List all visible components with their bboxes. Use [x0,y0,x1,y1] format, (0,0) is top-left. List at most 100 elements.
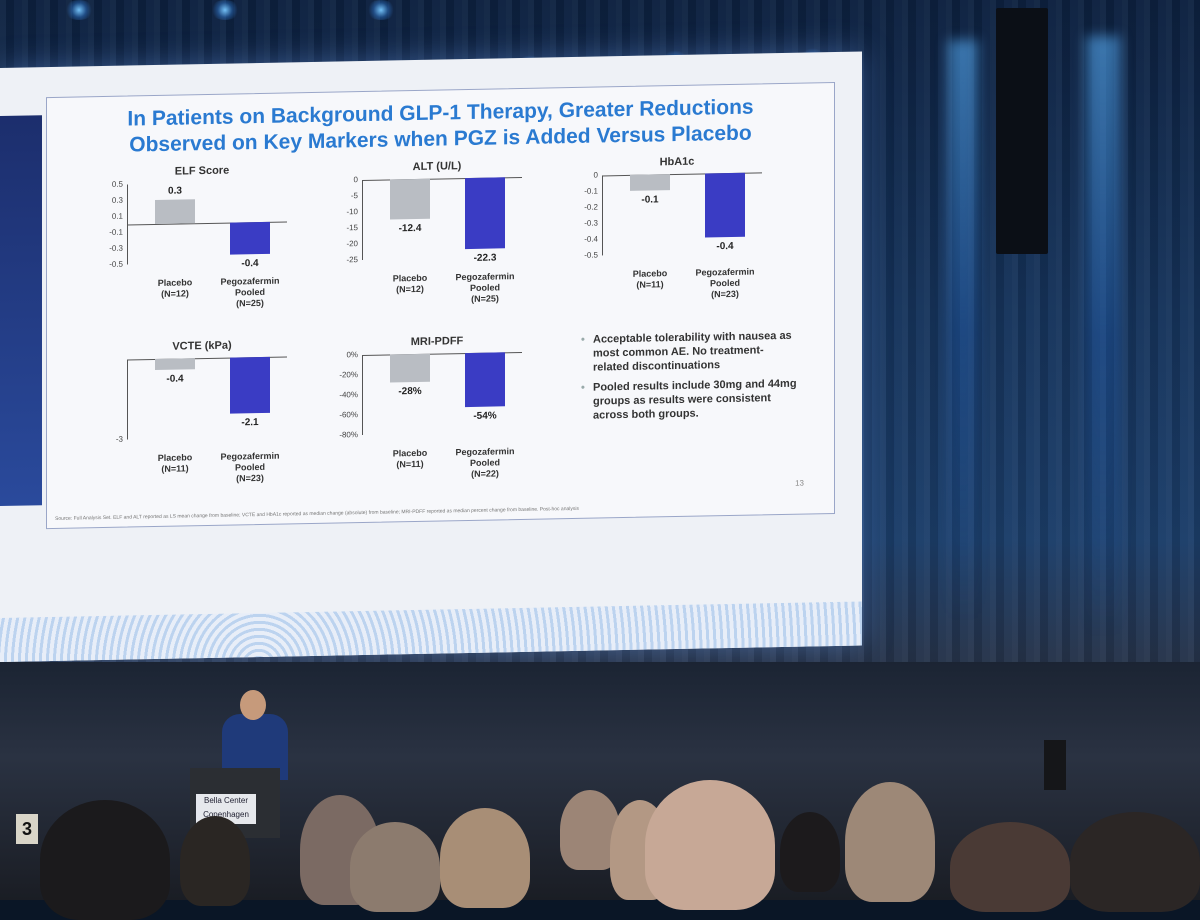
data-label: -0.4 [716,240,734,253]
placebo-bar [390,353,430,383]
y-tick-label: -60% [339,410,358,420]
bullet-item: • Acceptable tolerability with nausea as … [579,329,799,375]
y-tick-label: -15 [346,223,358,233]
pegozafermin-bar [230,356,270,414]
slide-frame: In Patients on Background GLP-1 Therapy,… [46,81,835,530]
x-category-label: Placebo (N=11) [632,268,668,290]
data-label: -0.4 [241,258,259,270]
data-label: -0.1 [641,194,659,206]
chart-title: MRI-PDFF [410,335,464,349]
y-tick-label: 0.1 [111,211,123,221]
y-tick-label: -5 [350,191,358,201]
bullet-dot-icon: • [581,381,585,394]
hba1c-chart: HbA1c 0 -0.1 -0.2 -0.3 -0.4 -0.5 -0.1 Placebo (N=… [562,154,792,318]
speaker-box [996,8,1048,254]
pegozafermin-bar [465,352,505,408]
audience-head [440,808,530,908]
bullet-text: Acceptable tolerability with nausea as m… [593,329,792,374]
source-footnote: Source: Full Analysis Set. ELF and ALT r… [55,505,579,522]
y-tick-label: 0 [353,175,358,185]
presenter [222,690,288,780]
y-tick-label: 0.5 [111,179,123,189]
bullet-text: Pooled results include 30mg and 44mg gro… [593,377,797,422]
y-tick-label: -10 [346,207,358,217]
y-tick-label: -80% [339,430,358,440]
y-axis [602,175,603,256]
y-tick-label: 0.3 [111,195,123,205]
chart-title: ELF Score [174,164,230,178]
y-tick-label: -0.1 [109,227,123,237]
y-tick-label: -0.4 [584,234,598,244]
light-beam [948,40,978,620]
y-tick-label: 0% [346,350,358,360]
audience-head [780,812,840,892]
pegozafermin-bar [465,177,505,250]
ceiling-light [366,0,396,20]
mri-pdff-chart: MRI-PDFF 0% -20% -40% -60% -80% -28% Placebo (N=… [322,333,552,497]
ceiling-light [64,0,94,20]
audience-head [1070,812,1200,912]
y-axis [362,355,363,436]
audience-head [180,816,250,906]
bullet-item: • Pooled results include 30mg and 44mg gr… [579,377,799,423]
pegozafermin-bar [705,172,745,238]
placebo-bar [155,199,195,225]
y-tick-label: -0.1 [584,186,598,196]
elf-score-chart: ELF Score 0.5 0.3 0.1 -0.1 -0.3 -0.5 0.3 Placebo… [87,163,317,327]
slide-title: In Patients on Background GLP-1 Therapy,… [47,93,834,160]
y-tick-label: -40% [339,390,358,400]
audience-head [845,782,935,902]
x-category-label: Pegozafermin Pooled (N=22) [455,446,515,479]
placebo-bar [390,178,430,220]
y-tick-label: -25 [346,255,358,265]
projection-screen: In Patients on Background GLP-1 Therapy,… [0,51,862,663]
stage-monitor [1044,740,1066,790]
y-tick-label: -0.3 [584,218,598,228]
y-tick-label: -0.5 [109,259,123,269]
bullet-list: • Acceptable tolerability with nausea as … [579,329,799,429]
audience-head [350,822,440,912]
x-category-label: Pegozafermin Pooled (N=25) [220,275,280,309]
presenter-head [240,690,266,720]
data-label: 0.3 [168,185,182,197]
placebo-bar [155,358,195,370]
data-label: -2.1 [241,417,259,429]
x-category-label: Pegozafermin Pooled (N=23) [220,450,280,484]
placebo-bar [630,174,670,191]
chart-title: VCTE (kPa) [172,339,232,353]
y-tick-label: -0.2 [584,202,598,212]
chart-title: HbA1c [659,155,695,169]
x-category-label: Pegozafermin Pooled (N=23) [695,266,755,300]
bullet-dot-icon: • [581,333,585,346]
section-sign: 3 [16,814,38,844]
light-beam [1086,36,1120,636]
data-label: -54% [473,410,497,422]
y-axis [362,180,363,261]
vcte-chart: VCTE (kPa) -3 -0.4 Placebo (N=11) -2.1 Pegozaf… [87,338,317,502]
x-category-label: Pegozafermin Pooled (N=25) [455,271,515,304]
ceiling-light [210,0,240,20]
y-tick-label: -0.5 [584,250,598,260]
chart-title: ALT (U/L) [412,160,462,174]
data-label: -12.4 [398,222,422,235]
screen-edge [0,115,42,507]
y-tick-label: -3 [115,434,123,444]
data-label: -0.4 [166,373,184,385]
x-category-label: Placebo (N=12) [392,272,428,295]
y-tick-label: 0 [593,170,598,180]
page-number: 13 [795,478,804,488]
audience-head [645,780,775,910]
data-label: -28% [398,385,422,398]
y-tick-label: -0.3 [109,243,123,253]
x-category-label: Placebo (N=11) [392,447,428,470]
alt-chart: ALT (U/L) 0 -5 -10 -15 -20 -25 -12.4 Placebo (N=1… [322,158,552,322]
y-axis [127,359,128,440]
y-tick-label: -20% [339,370,358,380]
audience-head [40,800,170,920]
audience-head [950,822,1070,912]
y-tick-label: -20 [346,239,358,249]
x-category-label: Placebo (N=11) [157,452,193,474]
data-label: -22.3 [473,252,497,265]
x-category-label: Placebo (N=12) [157,277,193,299]
pegozafermin-bar [230,221,270,255]
